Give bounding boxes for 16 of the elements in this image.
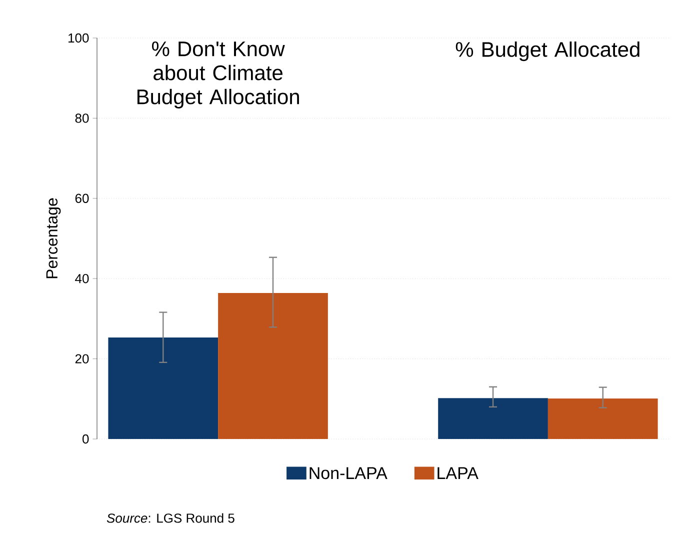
y-tick-label: 80 [75,114,89,123]
y-tick-label: 20 [75,354,89,364]
bar [438,398,548,439]
legend-label: LAPA [438,467,478,479]
y-tick-label: 0 [82,434,89,444]
y-tick-label: 40 [75,274,89,284]
bar [218,293,328,439]
y-axis-title: Percentage [46,198,61,278]
x-tick-label: % Budget Allocated [456,42,640,62]
bar [548,398,658,439]
bar [108,338,218,439]
y-tick-label: 60 [75,194,89,203]
legend-label: Non-LAPA [310,467,388,480]
y-tick-label: 100 [68,33,89,43]
x-tick-label: % Don't Know about Climate Budget Allocation [137,42,299,108]
text: Source: LGS Round 5 [106,513,234,523]
